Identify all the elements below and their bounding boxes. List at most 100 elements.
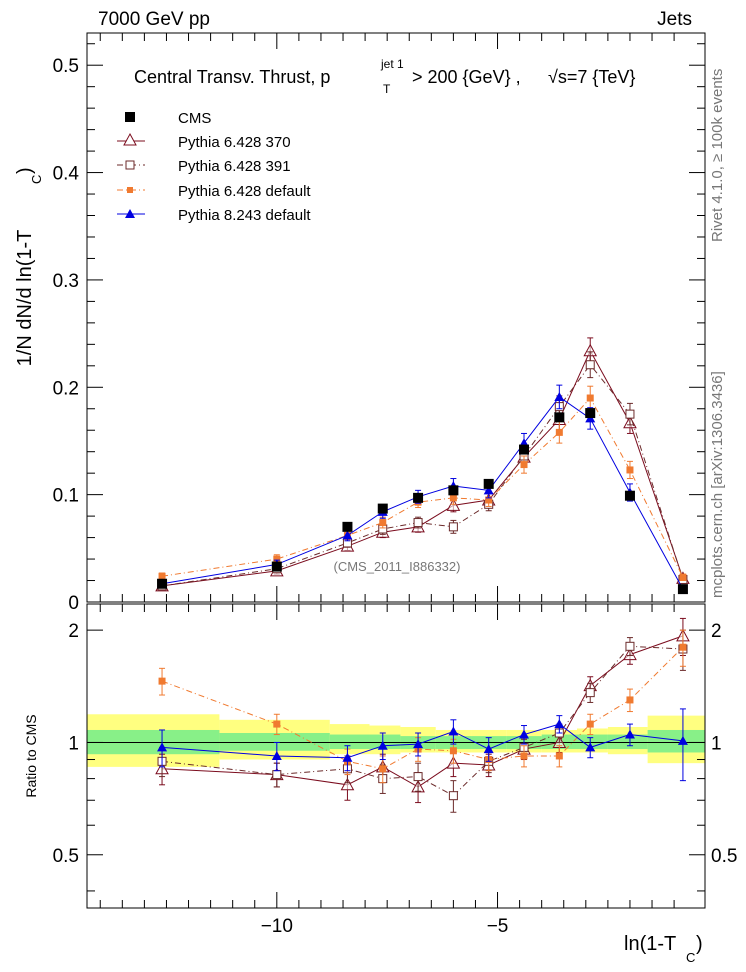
legend-label: CMS xyxy=(178,110,211,127)
main-plot-frame xyxy=(86,32,706,603)
series-pythia-6-428-default xyxy=(158,385,687,582)
data-point-marker xyxy=(485,496,493,504)
band-inner xyxy=(576,734,608,750)
main-axis-ticks xyxy=(87,33,705,603)
y-tick-label: 1 xyxy=(68,733,79,754)
data-point-marker xyxy=(555,752,563,760)
data-point-marker xyxy=(273,555,281,563)
data-point-marker xyxy=(625,409,635,419)
data-point-marker xyxy=(271,750,282,760)
y-tick-label: 0.5 xyxy=(53,56,79,77)
ratio-y-tick-labels: 0.5 0.5 1 1 2 2 xyxy=(53,621,738,867)
data-point-marker xyxy=(448,522,458,532)
data-point-marker xyxy=(446,498,461,511)
y-tick-label: 0.1 xyxy=(53,486,79,507)
data-point-marker xyxy=(519,729,530,739)
legend-marker-square-filled xyxy=(127,187,133,193)
data-point-marker xyxy=(520,752,528,760)
header-left: 7000 GeV pp xyxy=(98,9,210,30)
y-tick-label: 2 xyxy=(68,621,79,642)
series-line xyxy=(161,645,683,797)
legend: CMS Pythia 6.428 370 Pythia 6.428 391 Py… xyxy=(117,110,311,224)
data-point-marker xyxy=(272,770,282,780)
data-point-marker xyxy=(519,444,530,455)
series-line xyxy=(161,646,684,770)
data-point-marker xyxy=(157,578,168,589)
data-point-marker xyxy=(520,461,528,469)
xlabel-close: ) xyxy=(696,933,703,955)
title-prefix: Central Transv. Thrust, p xyxy=(134,67,330,87)
legend-label: Pythia 8.243 default xyxy=(178,207,311,224)
data-point-marker xyxy=(677,735,688,745)
x-tick-label: −10 xyxy=(261,916,293,937)
data-point-marker xyxy=(342,530,353,540)
title-sup: jet 1 xyxy=(380,57,404,71)
legend-marker-triangle-filled xyxy=(125,209,135,218)
data-point-marker xyxy=(585,408,596,419)
legend-marker-square-open xyxy=(125,160,135,170)
legend-item: Pythia 8.243 default xyxy=(117,207,311,224)
y-tick-label: 0.3 xyxy=(53,271,79,292)
band-inner xyxy=(647,729,705,753)
ylabel-sub: C xyxy=(29,175,44,184)
ylabel-main: 1/N dN/d ln(1-T xyxy=(14,230,36,367)
x-axis-label: ln(1-T C ) xyxy=(624,933,703,965)
data-point-marker xyxy=(585,360,595,370)
series-line xyxy=(162,635,684,788)
data-point-marker xyxy=(554,412,565,423)
series-pythia-6-428-370 xyxy=(155,337,690,592)
data-point-marker xyxy=(555,428,563,436)
data-point-marker xyxy=(273,720,281,728)
data-point-marker xyxy=(448,791,458,801)
xlabel-sub: C xyxy=(686,950,695,965)
data-point-marker xyxy=(585,688,595,698)
ylabel-close: ) xyxy=(14,167,36,174)
data-point-marker xyxy=(677,584,688,595)
series-line xyxy=(161,397,684,578)
main-series xyxy=(155,337,690,595)
title-sqrt-s: √s=7 {TeV} xyxy=(548,67,635,87)
series-pythia-6-428-391 xyxy=(157,351,688,591)
legend-marker-triangle-open xyxy=(123,132,137,146)
legend-label: Pythia 6.428 default xyxy=(178,183,311,200)
series-line xyxy=(162,723,683,759)
data-point-marker xyxy=(449,494,457,502)
data-point-marker xyxy=(158,677,166,685)
series-pythia-8-243-default xyxy=(157,708,688,782)
main-y-tick-labels: 0 0.1 0.2 0.3 0.4 0.5 xyxy=(53,56,80,614)
data-point-marker xyxy=(342,752,353,762)
data-point-marker xyxy=(377,503,388,514)
data-point-marker xyxy=(586,394,594,402)
data-point-marker xyxy=(271,561,282,572)
plot-title: Central Transv. Thrust, p jet 1 T > 200 … xyxy=(134,57,635,96)
data-point-marker xyxy=(448,485,459,496)
data-point-marker xyxy=(679,573,687,581)
data-point-marker xyxy=(586,720,594,728)
y-tick-label-right: 1 xyxy=(711,733,722,754)
legend-item: Pythia 6.428 370 xyxy=(117,132,291,151)
series-line xyxy=(161,363,684,587)
series-line xyxy=(161,396,684,590)
legend-label: Pythia 6.428 370 xyxy=(178,134,291,151)
data-point-marker xyxy=(483,478,494,489)
data-point-marker xyxy=(448,726,459,736)
data-point-marker xyxy=(625,641,635,651)
analysis-watermark: (CMS_2011_I886332) xyxy=(334,559,461,574)
x-tick-label: −5 xyxy=(487,916,509,937)
y-tick-label: 0.4 xyxy=(53,164,80,185)
title-suffix: > 200 {GeV} , xyxy=(412,67,521,87)
data-point-marker xyxy=(483,485,494,495)
x-tick-labels: −10 −5 xyxy=(261,916,509,937)
mcplots-label: mcplots.cern.ch [arXiv:1306.3436] xyxy=(709,371,726,598)
data-point-marker xyxy=(554,391,565,401)
data-point-marker xyxy=(624,490,635,501)
main-plot-panel: 0 0.1 0.2 0.3 0.4 0.5 (CMS_2011_I886332) Cent… xyxy=(14,32,706,614)
title-sub: T xyxy=(383,82,391,96)
y-tick-label-right: 0.5 xyxy=(711,846,737,867)
y-tick-label-right: 2 xyxy=(711,621,722,642)
legend-marker-cms xyxy=(125,112,135,122)
data-point-marker xyxy=(624,729,635,739)
data-point-marker xyxy=(379,765,387,773)
data-point-marker xyxy=(413,772,423,782)
data-point-marker xyxy=(626,466,634,474)
